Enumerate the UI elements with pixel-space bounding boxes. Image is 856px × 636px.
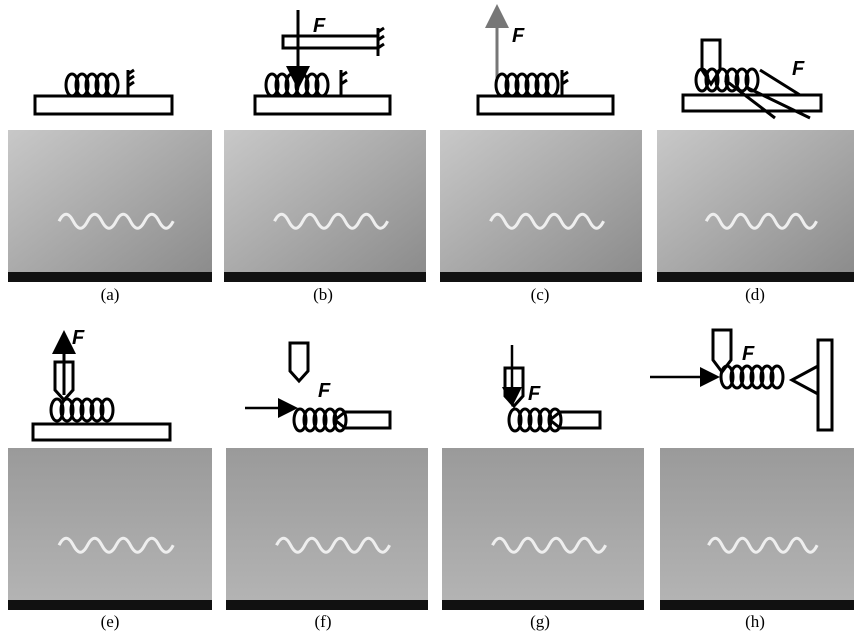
substrate: [478, 96, 613, 114]
sem-image: [226, 448, 428, 610]
panel-label: (b): [313, 285, 333, 304]
force-label: F: [792, 58, 805, 80]
probe: [290, 343, 308, 381]
force-label: F: [313, 15, 326, 37]
panel-label: (c): [531, 285, 550, 304]
substrate: [35, 96, 172, 114]
sem-image: [8, 448, 212, 610]
anchor: [341, 70, 347, 95]
info-bar: [442, 600, 644, 610]
panel-label: (e): [101, 612, 120, 631]
probe: [335, 412, 390, 428]
anchor: [128, 70, 134, 95]
force-label: F: [742, 343, 755, 365]
sem-image: [657, 130, 854, 282]
force-label: F: [318, 380, 331, 402]
info-bar: [660, 600, 854, 610]
sem-image: [8, 130, 212, 282]
info-bar: [657, 272, 854, 282]
sem-image: [442, 448, 644, 610]
figure: (a) (b) (c) (d) (e) (f) (g) (h) F F F F F F F: [0, 0, 856, 636]
panel-label: (g): [530, 612, 550, 631]
sem-image: [660, 448, 854, 610]
info-bar: [8, 272, 212, 282]
sem-image: [440, 130, 642, 282]
panel-label: (d): [745, 285, 765, 304]
info-bar: [224, 272, 426, 282]
panel-label: (a): [101, 285, 120, 304]
info-bar: [226, 600, 428, 610]
sem-image: [224, 130, 426, 282]
force-label: F: [512, 25, 525, 47]
substrate: [255, 96, 390, 114]
probe: [792, 366, 818, 394]
force-label: F: [72, 327, 85, 349]
substrate: [33, 424, 170, 440]
force-label: F: [528, 383, 541, 405]
substrate: [683, 95, 821, 111]
panel-label: (f): [315, 612, 332, 631]
anchor: [562, 70, 568, 95]
info-bar: [8, 600, 212, 610]
probe-base: [818, 340, 832, 430]
probe: [550, 412, 600, 428]
panel-label: (h): [745, 612, 765, 631]
sem-images: [8, 130, 854, 610]
info-bar: [440, 272, 642, 282]
probe: [505, 368, 523, 406]
anchor: [378, 28, 384, 56]
